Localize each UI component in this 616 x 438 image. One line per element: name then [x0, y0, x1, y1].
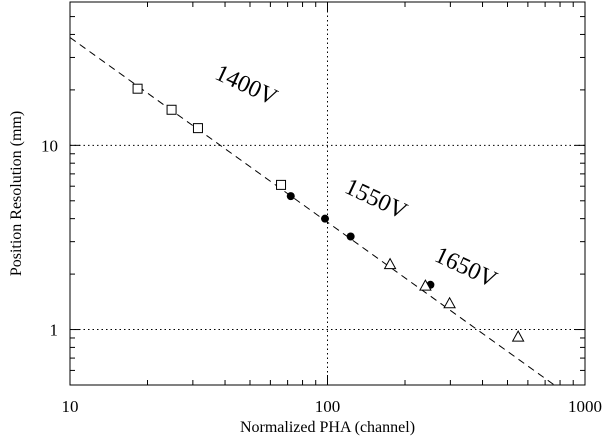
data-point-square: [192, 123, 203, 134]
tick-labels: 10 100 1000 1 10: [41, 136, 602, 416]
fit-line-layer: [69, 37, 555, 386]
voltage-annotation: 1550V: [341, 174, 412, 225]
voltage-annotation: 1400V: [211, 60, 282, 111]
data-point-circle: [346, 232, 355, 241]
y-axis-title: Position Resolution (mm): [8, 111, 25, 276]
data-point-triangle: [419, 279, 432, 291]
data-point-circle: [286, 192, 295, 201]
x-tick-label: 100: [315, 397, 341, 416]
data-point-triangle: [443, 296, 456, 309]
data-point-square: [132, 83, 143, 94]
data-point-triangle: [383, 257, 397, 270]
y-tick-label: 10: [41, 136, 58, 155]
data-points: [132, 83, 525, 342]
x-tick-label: 1000: [568, 397, 602, 416]
x-tick-label: 10: [62, 397, 79, 416]
data-point-triangle: [511, 330, 525, 342]
voltage-annotation: 1650V: [431, 242, 502, 293]
fit-line: [69, 37, 555, 386]
plot-frame: [69, 1, 586, 386]
y-tick-label: 1: [50, 321, 59, 340]
data-point-square: [276, 179, 287, 190]
ticks: [69, 1, 586, 386]
data-point-circle: [321, 214, 330, 223]
annotations: 1400V 1550V 1650V: [211, 60, 501, 294]
data-point-square: [166, 104, 177, 115]
x-axis-title: Normalized PHA (channel): [240, 419, 415, 436]
grid-lines: [70, 2, 585, 385]
